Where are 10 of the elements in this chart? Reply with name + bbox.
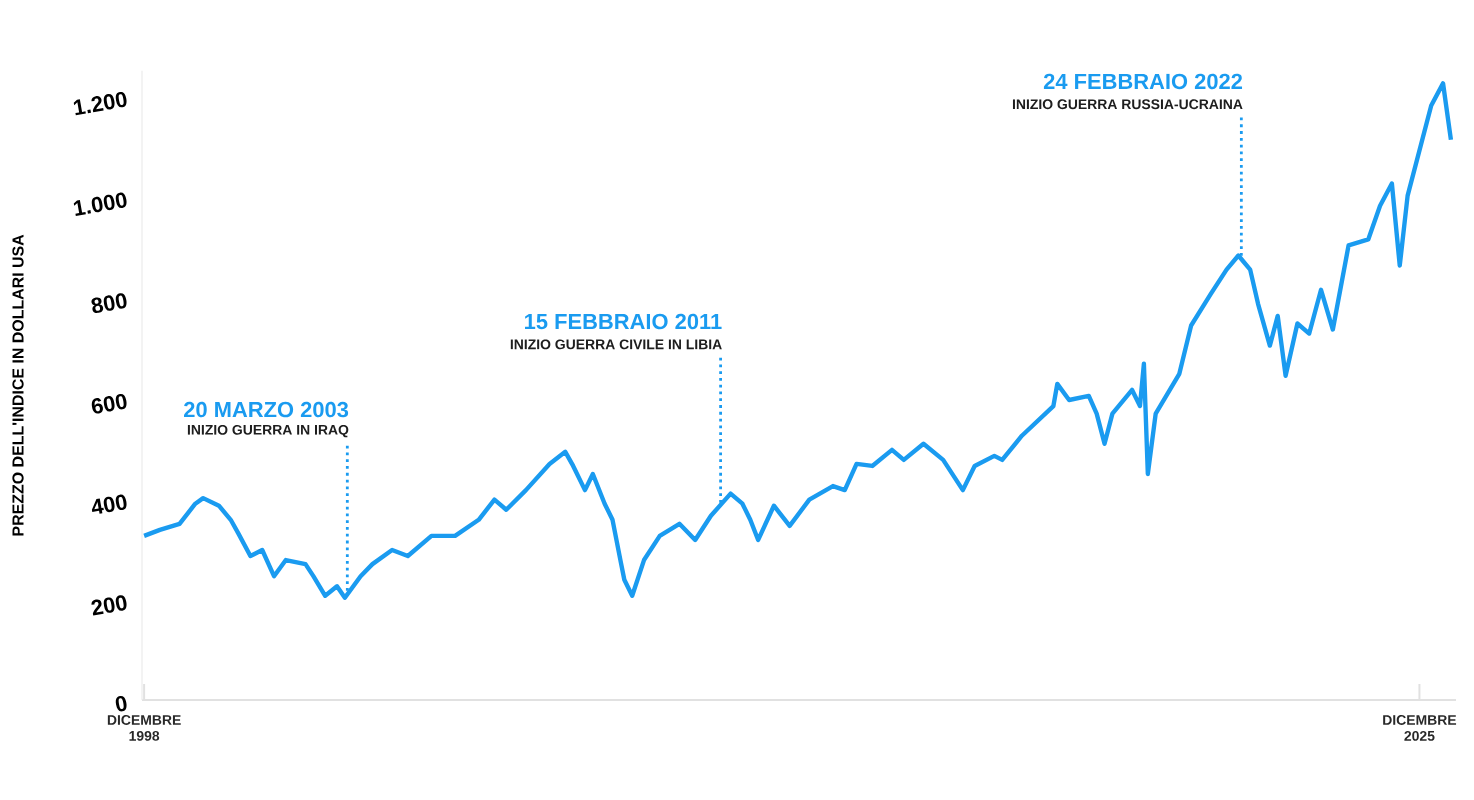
y-tick-label: 800 — [91, 293, 127, 313]
y-tick-label: 400 — [91, 494, 127, 514]
y-tick-label: 1.000 — [73, 192, 127, 216]
y-tick-label: 200 — [91, 595, 127, 616]
ref-line-label: 20 MARZO 2003 — [184, 401, 349, 418]
y-tick-label: 0 — [115, 695, 127, 712]
y-tick-label: 600 — [91, 393, 127, 414]
ref-line-label: 24 FEBBRAIO 2022 — [1043, 73, 1243, 90]
y-tick-label: 1.200 — [73, 91, 127, 116]
ref-line-label: 15 FEBBRAIO 2011 — [525, 313, 722, 330]
